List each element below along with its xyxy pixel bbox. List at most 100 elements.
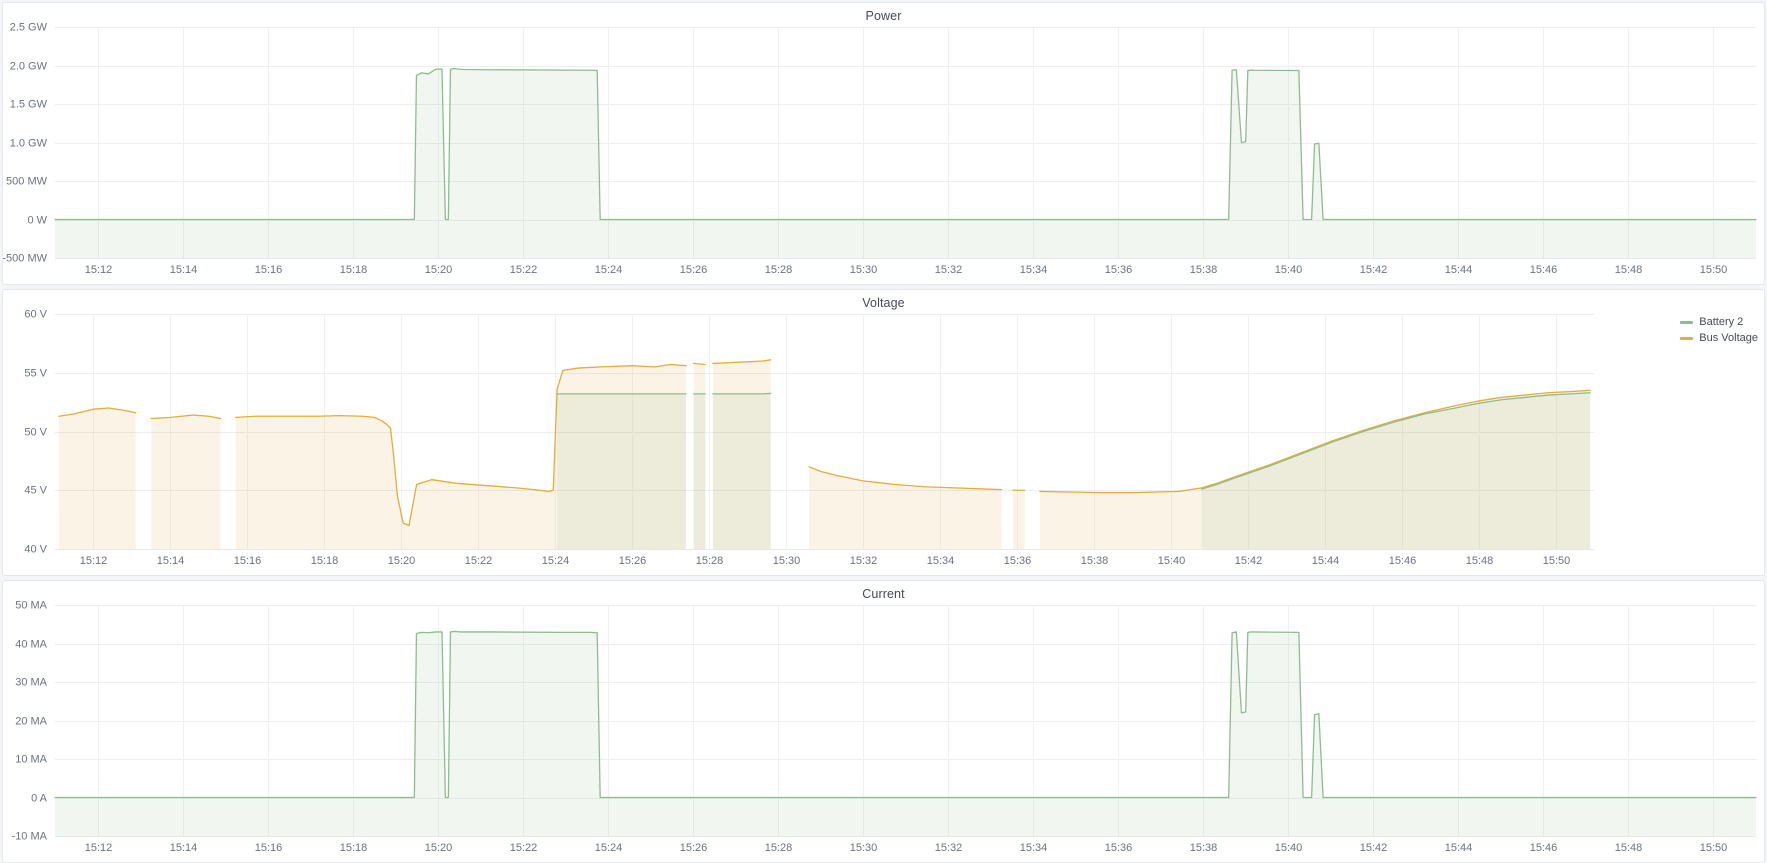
y-axis-tick-label: 20 MA	[15, 715, 47, 727]
y-axis-tick-label: 2.5 GW	[10, 21, 48, 33]
x-axis-tick-label: 15:30	[850, 842, 878, 854]
panel-voltage[interactable]: Voltage Battery 2 Bus Voltage 40 V 45 V 50…	[2, 289, 1765, 576]
chart-current[interactable]: -10 MA 0 A 10 MA 20 MA 30 MA 40 MA 50 MA 15:12 1…	[3, 581, 1764, 862]
y-axis-tick-label: 10 MA	[15, 753, 47, 765]
x-axis-tick-label: 15:48	[1615, 264, 1643, 276]
y-axis-tick-label: -10 MA	[12, 830, 48, 842]
series-area-battery-2	[693, 393, 706, 549]
y-axis-tick-label: 45 V	[24, 484, 47, 496]
x-axis-tick-label: 15:48	[1466, 555, 1494, 567]
series-line-bus-voltage	[693, 362, 706, 366]
x-axis-tick-label: 15:16	[255, 264, 283, 276]
plot-area-voltage[interactable]: 40 V 45 V 50 V 55 V 60 V 15:12 15:14 15:16 15:18…	[3, 290, 1764, 575]
x-axis-tick-label: 15:32	[935, 264, 963, 276]
plot-area-current[interactable]: -10 MA 0 A 10 MA 20 MA 30 MA 40 MA 50 MA 15:12 1…	[3, 581, 1764, 862]
series-area-bus-voltage	[693, 363, 706, 549]
series-area-bus-voltage	[1039, 390, 1591, 549]
legend-item-bus-voltage[interactable]: Bus Voltage	[1680, 332, 1758, 344]
x-axis-tick-label: 15:34	[1020, 264, 1048, 276]
x-axis-tick-label: 15:42	[1235, 555, 1263, 567]
series-line-power	[54, 67, 1757, 221]
y-axis-tick-label: 1.5 GW	[10, 98, 48, 110]
x-axis-tick-label: 15:30	[850, 264, 878, 276]
y-axis-tick-label: 50 V	[24, 426, 47, 438]
x-axis-tick-label: 15:24	[595, 264, 623, 276]
x-axis-tick-label: 15:28	[696, 555, 724, 567]
y-axis-tick-label: 1.0 GW	[10, 137, 48, 149]
series-area-bus-voltage	[712, 359, 771, 549]
plot-area-power[interactable]: -500 MW 0 W 500 MW 1.0 GW 1.5 GW 2.0 GW 2.5 GW…	[3, 3, 1764, 284]
legend-label-battery-2: Battery 2	[1699, 316, 1744, 328]
y-axis-tick-label: 500 MW	[6, 175, 48, 187]
series-area-power	[55, 68, 1756, 258]
x-axis-tick-label: 15:26	[680, 264, 708, 276]
x-axis-tick-label: 15:46	[1389, 555, 1417, 567]
x-axis-tick-label: 15:18	[340, 842, 368, 854]
panel-current[interactable]: Current -10 MA 0 A 10 MA 20 MA 30 MA 40 MA 50 …	[2, 580, 1765, 863]
x-axis-tick-label: 15:34	[1020, 842, 1048, 854]
x-axis-tick-label: 15:14	[170, 264, 198, 276]
y-axis-tick-label: 50 MA	[15, 599, 47, 611]
series-area-battery-2	[1201, 392, 1591, 549]
series-line-bus-voltage	[235, 363, 687, 527]
series-line-bus-voltage	[808, 466, 1003, 491]
x-axis-tick-label: 15:28	[765, 842, 793, 854]
legend-swatch-bus-voltage	[1680, 336, 1694, 340]
x-axis-tick-label: 15:22	[465, 555, 493, 567]
y-axis-tick-label: 0 A	[31, 792, 48, 804]
x-axis-tick-label: 15:20	[425, 842, 453, 854]
x-axis-tick-label: 15:12	[85, 842, 113, 854]
series-line-current	[54, 630, 1757, 799]
x-axis-tick-label: 15:28	[765, 264, 793, 276]
y-axis-tick-label: 60 V	[24, 308, 47, 320]
x-axis-tick-label: 15:32	[850, 555, 878, 567]
x-axis-tick-label: 15:20	[388, 555, 416, 567]
x-axis-tick-label: 15:36	[1105, 842, 1133, 854]
x-axis-tick-label: 15:22	[510, 842, 538, 854]
series-area-battery-2	[557, 393, 686, 549]
x-axis-tick-label: 15:12	[85, 264, 113, 276]
panel-power[interactable]: Power -500 MW 0 W 500 MW 1.0 GW 1.5 GW 2.0 GW…	[2, 2, 1765, 285]
series-line-battery-2	[712, 392, 772, 395]
x-axis-tick-label: 15:46	[1530, 264, 1558, 276]
x-axis-tick-label: 15:12	[80, 555, 108, 567]
x-axis-tick-label: 15:20	[425, 264, 453, 276]
legend-voltage[interactable]: Battery 2 Bus Voltage	[1680, 316, 1758, 344]
x-axis-tick-label: 15:32	[935, 842, 963, 854]
x-axis-tick-label: 15:16	[255, 842, 283, 854]
series-line-bus-voltage	[712, 359, 772, 364]
x-axis-tick-label: 15:30	[773, 555, 801, 567]
x-axis-tick-label: 15:40	[1275, 842, 1303, 854]
series-line-battery-2	[1200, 392, 1591, 490]
chart-voltage[interactable]: 40 V 45 V 50 V 55 V 60 V 15:12 15:14 15:16 15:18…	[3, 290, 1764, 575]
x-axis-tick-label: 15:24	[595, 842, 623, 854]
y-axis-tick-label: 0 W	[27, 214, 47, 226]
series-area-bus-voltage	[1013, 490, 1025, 549]
x-axis-tick-label: 15:38	[1081, 555, 1109, 567]
legend-item-battery-2[interactable]: Battery 2	[1680, 316, 1758, 328]
x-axis-tick-label: 15:42	[1360, 264, 1388, 276]
y-axis-tick-label: 2.0 GW	[10, 60, 48, 72]
series-area-battery-2	[712, 393, 771, 549]
x-axis-tick-label: 15:50	[1700, 842, 1728, 854]
x-axis-tick-label: 15:26	[680, 842, 708, 854]
x-axis-tick-label: 15:14	[157, 555, 185, 567]
x-axis-tick-label: 15:16	[234, 555, 262, 567]
legend-swatch-battery-2	[1680, 320, 1694, 324]
y-axis-tick-label: -500 MW	[3, 252, 48, 264]
x-axis-tick-label: 15:40	[1158, 555, 1186, 567]
series-line-bus-voltage	[58, 407, 137, 417]
series-area-bus-voltage	[235, 364, 686, 549]
series-line-bus-voltage	[150, 414, 222, 420]
x-axis-tick-label: 15:38	[1190, 264, 1218, 276]
series-area-bus-voltage	[809, 466, 1002, 549]
x-axis-tick-label: 15:18	[340, 264, 368, 276]
chart-power[interactable]: -500 MW 0 W 500 MW 1.0 GW 1.5 GW 2.0 GW 2.5 GW…	[3, 3, 1764, 284]
x-axis-tick-label: 15:18	[311, 555, 339, 567]
y-axis-tick-label: 30 MA	[15, 676, 47, 688]
x-axis-tick-label: 15:46	[1530, 842, 1558, 854]
series-area-current	[55, 631, 1756, 836]
x-axis-tick-label: 15:24	[542, 555, 570, 567]
x-axis-tick-label: 15:14	[170, 842, 198, 854]
